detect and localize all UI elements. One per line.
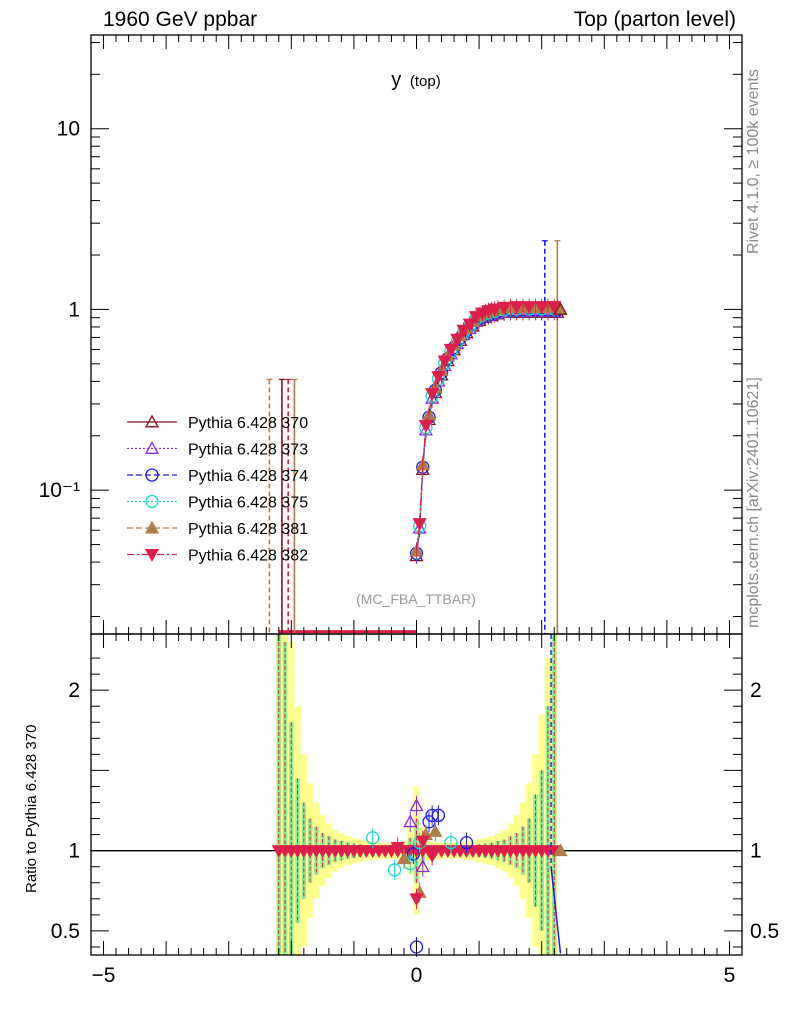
series-line: [415, 305, 558, 551]
ratio-point: [415, 835, 430, 849]
ratio-point: [444, 836, 458, 850]
ratio-point: [390, 842, 405, 855]
data-point: [553, 302, 568, 315]
ratio-point: [428, 824, 443, 837]
edge-drop-line: [550, 866, 562, 954]
ratio-point: [459, 836, 474, 850]
legend-marker: [145, 468, 159, 482]
legend-entry-label: Pythia 6.428 381: [188, 521, 308, 538]
y-tick-label: 1: [68, 298, 80, 321]
legend-entry-label: Pythia 6.428 375: [188, 495, 308, 512]
data-point: [431, 371, 446, 384]
ratio-ylabel: Ratio to Pythia 6.428 370: [23, 725, 40, 893]
legend-entry-label: Pythia 6.428 374: [188, 468, 308, 485]
ratio-point: [366, 831, 380, 845]
legend-marker: [144, 549, 160, 562]
ratio-point: [403, 814, 418, 828]
ratio-point: [396, 851, 412, 865]
header-left: 1960 GeV ppbar: [103, 8, 258, 31]
x-tick-label: 0: [411, 964, 423, 987]
ratio-y-tick-label: 2: [68, 679, 80, 702]
ratio-y-tick-label: 1: [68, 840, 80, 863]
legend-entry-label: Pythia 6.428 382: [188, 548, 308, 565]
data-point: [497, 301, 512, 315]
plot-title-sub: (top): [410, 73, 441, 90]
ratio-point: [431, 808, 446, 823]
ratio-point: [409, 893, 424, 907]
data-point: [534, 301, 549, 314]
series-line: [415, 309, 558, 554]
series-line: [415, 307, 558, 552]
y-tick-label: 10: [57, 118, 80, 141]
data-point: [522, 301, 537, 314]
series-line: [415, 308, 558, 553]
series-line: [415, 311, 558, 556]
ratio-y-tick-label: 0.5: [51, 920, 80, 943]
plot-title: y (top): [391, 69, 440, 91]
ratio-point: [406, 847, 421, 861]
ratio-y-tick-label-right: 2: [750, 679, 762, 702]
data-point: [418, 419, 433, 433]
ratio-y-tick-label-right: 0.5: [750, 920, 779, 943]
ratio-y-tick-label-right: 1: [750, 840, 762, 863]
ratio-point: [425, 850, 440, 863]
legend-marker: [144, 520, 160, 534]
ratio-point: [415, 859, 430, 873]
legend-entry-label: Pythia 6.428 373: [188, 442, 308, 459]
legend-entry-label: Pythia 6.428 370: [188, 415, 308, 432]
legend-marker: [145, 494, 159, 509]
x-tick-label: 5: [724, 964, 736, 987]
data-point: [509, 301, 524, 314]
plot-title-main: y: [391, 69, 401, 91]
x-tick-label: −5: [92, 964, 116, 987]
header-right: Top (parton level): [573, 8, 736, 31]
analysis-annotation: (MC_FBA_TTBAR): [356, 591, 476, 607]
legend-marker: [144, 414, 160, 428]
uncertainty-band-green: [545, 706, 551, 955]
mcplots-label: mcplots.cern.ch [arXiv:2401.10621]: [745, 377, 762, 628]
y-tick-label: 10⁻¹: [39, 479, 80, 502]
ratio-point: [553, 843, 568, 857]
ratio-point: [409, 798, 424, 812]
rivet-version-label: Rivet 4.1.0, ≥ 100k events: [745, 69, 762, 254]
data-point: [412, 518, 427, 531]
legend-marker: [144, 441, 160, 454]
ratio-point: [387, 863, 402, 877]
series-line: [415, 310, 558, 555]
